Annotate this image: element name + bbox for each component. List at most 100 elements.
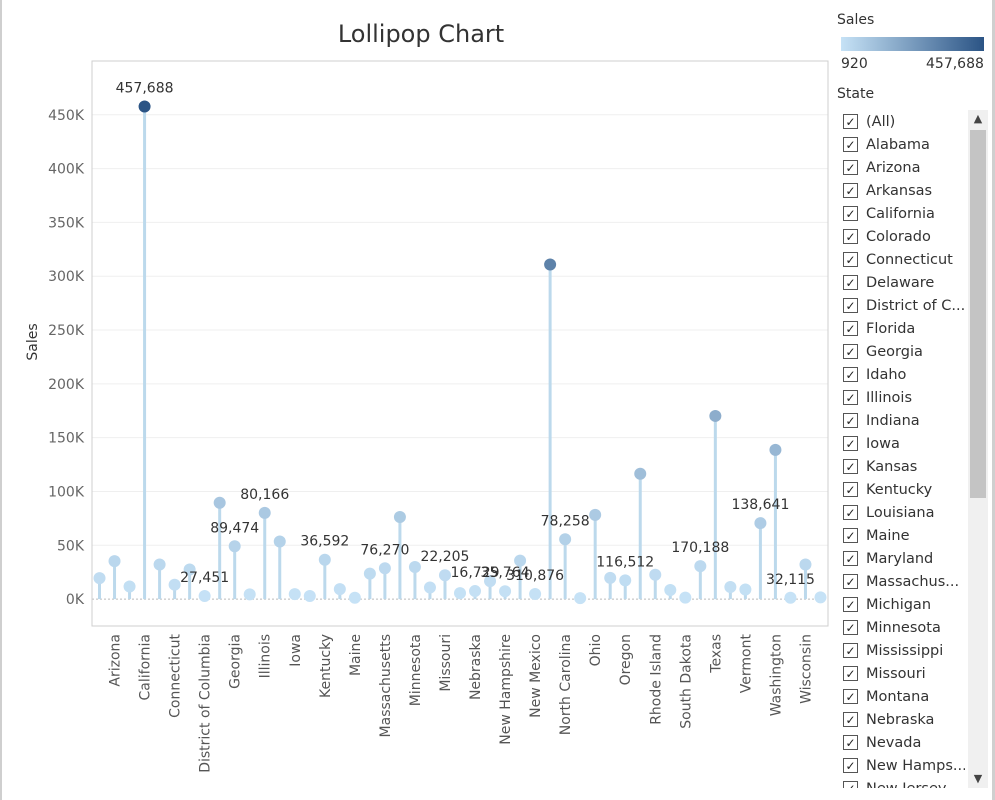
checkbox-checked-icon[interactable]: ✓ xyxy=(843,597,858,612)
state-filter-item[interactable]: ✓ Colorado xyxy=(843,225,965,248)
state-filter-item[interactable]: ✓ New Hamps... xyxy=(843,754,965,777)
x-tick-label: Connecticut xyxy=(168,633,184,717)
checkbox-checked-icon[interactable]: ✓ xyxy=(843,321,858,336)
state-filter-item[interactable]: ✓ California xyxy=(843,202,965,225)
checkbox-checked-icon[interactable]: ✓ xyxy=(843,390,858,405)
state-filter-item[interactable]: ✓ Mississippi xyxy=(843,639,965,662)
state-filter-item[interactable]: ✓ Arkansas xyxy=(843,179,965,202)
state-filter-label: Alabama xyxy=(866,136,930,153)
state-filter-item[interactable]: ✓ Indiana xyxy=(843,409,965,432)
checkbox-checked-icon[interactable]: ✓ xyxy=(843,344,858,359)
checkbox-checked-icon[interactable]: ✓ xyxy=(843,482,858,497)
state-filter-label: Minnesota xyxy=(866,619,941,636)
lollipop-dot xyxy=(469,585,482,598)
checkbox-checked-icon[interactable]: ✓ xyxy=(843,781,858,788)
state-filter-label: Florida xyxy=(866,320,916,337)
lollipop-dot xyxy=(454,587,466,600)
checkbox-checked-icon[interactable]: ✓ xyxy=(843,666,858,681)
lollipop-dot xyxy=(814,591,827,604)
state-filter-label: Mississippi xyxy=(866,642,944,659)
data-label: 22,205 xyxy=(420,549,469,565)
x-tick-label: Texas xyxy=(708,634,724,674)
checkbox-checked-icon[interactable]: ✓ xyxy=(843,229,858,244)
checkbox-checked-icon[interactable]: ✓ xyxy=(843,252,858,267)
lollipop-dot xyxy=(604,571,617,584)
x-tick-label: Oregon xyxy=(618,634,634,685)
filter-scrollbar[interactable]: ▲ ▼ xyxy=(968,110,988,788)
lollipop-dot xyxy=(739,583,752,596)
checkbox-checked-icon[interactable]: ✓ xyxy=(843,574,858,589)
lollipop-dot xyxy=(213,496,226,509)
state-filter-item[interactable]: ✓ District of C... xyxy=(843,294,965,317)
checkbox-checked-icon[interactable]: ✓ xyxy=(843,275,858,290)
data-label: 16,729 xyxy=(451,565,500,581)
checkbox-checked-icon[interactable]: ✓ xyxy=(843,505,858,520)
checkbox-checked-icon[interactable]: ✓ xyxy=(843,206,858,221)
scroll-down-icon[interactable]: ▼ xyxy=(973,772,983,785)
state-filter-item[interactable]: ✓ Iowa xyxy=(843,432,965,455)
state-filter-label: Colorado xyxy=(866,228,931,245)
lollipop-dot xyxy=(408,560,421,573)
state-filter-item[interactable]: ✓ (All) xyxy=(843,110,965,133)
checkbox-checked-icon[interactable]: ✓ xyxy=(843,620,858,635)
state-filter-item[interactable]: ✓ Kansas xyxy=(843,455,965,478)
data-label: 78,258 xyxy=(541,513,590,529)
data-label: 27,451 xyxy=(180,570,229,586)
checkbox-checked-icon[interactable]: ✓ xyxy=(843,298,858,313)
state-filter-item[interactable]: ✓ Nebraska xyxy=(843,708,965,731)
state-filter-item[interactable]: ✓ Alabama xyxy=(843,133,965,156)
lollipop-dot xyxy=(378,562,391,575)
checkbox-checked-icon[interactable]: ✓ xyxy=(843,413,858,428)
checkbox-checked-icon[interactable]: ✓ xyxy=(843,528,858,543)
state-filter-item[interactable]: ✓ Kentucky xyxy=(843,478,965,501)
lollipop-dot xyxy=(799,558,812,571)
y-tick-label: 250K xyxy=(48,323,85,339)
checkbox-checked-icon[interactable]: ✓ xyxy=(843,712,858,727)
checkbox-checked-icon[interactable]: ✓ xyxy=(843,367,858,382)
state-filter-item[interactable]: ✓ Delaware xyxy=(843,271,965,294)
state-filter-item[interactable]: ✓ Connecticut xyxy=(843,248,965,271)
checkbox-checked-icon[interactable]: ✓ xyxy=(843,643,858,658)
state-filter-item[interactable]: ✓ Nevada xyxy=(843,731,965,754)
lollipop-dot xyxy=(168,578,181,591)
state-filter-item[interactable]: ✓ Arizona xyxy=(843,156,965,179)
scroll-thumb[interactable] xyxy=(970,130,986,498)
data-label: 89,474 xyxy=(210,520,259,536)
checkbox-checked-icon[interactable]: ✓ xyxy=(843,137,858,152)
data-label: 310,876 xyxy=(506,568,564,584)
lollipop-dot xyxy=(273,535,286,548)
checkbox-checked-icon[interactable]: ✓ xyxy=(843,459,858,474)
state-filter-item[interactable]: ✓ Michigan xyxy=(843,593,965,616)
checkbox-checked-icon[interactable]: ✓ xyxy=(843,551,858,566)
state-filter-item[interactable]: ✓ Maine xyxy=(843,524,965,547)
state-filter-item[interactable]: ✓ Idaho xyxy=(843,363,965,386)
lollipop-dot xyxy=(348,591,361,604)
state-filter-item[interactable]: ✓ Maryland xyxy=(843,547,965,570)
state-filter-item[interactable]: ✓ Illinois xyxy=(843,386,965,409)
scroll-up-icon[interactable]: ▲ xyxy=(973,112,983,125)
state-filter-item[interactable]: ✓ Minnesota xyxy=(843,616,965,639)
lollipop-dot xyxy=(784,591,797,604)
checkbox-checked-icon[interactable]: ✓ xyxy=(843,183,858,198)
lollipop-dot xyxy=(649,568,662,581)
state-filter-item[interactable]: ✓ Massachus... xyxy=(843,570,965,593)
lollipop-dot xyxy=(754,517,767,530)
lollipop-dot xyxy=(393,511,406,524)
checkbox-checked-icon[interactable]: ✓ xyxy=(843,436,858,451)
y-tick-label: 400K xyxy=(48,162,85,178)
lollipop-dot xyxy=(724,581,737,594)
state-filter-item[interactable]: ✓ Montana xyxy=(843,685,965,708)
lollipop-dot xyxy=(288,588,301,601)
lollipop-dot xyxy=(333,583,346,596)
state-filter-item[interactable]: ✓ Florida xyxy=(843,317,965,340)
checkbox-checked-icon[interactable]: ✓ xyxy=(843,758,858,773)
sales-legend-title: Sales xyxy=(837,12,875,28)
state-filter-item[interactable]: ✓ Louisiana xyxy=(843,501,965,524)
state-filter-item[interactable]: ✓ New Jersey xyxy=(843,777,965,788)
state-filter-item[interactable]: ✓ Georgia xyxy=(843,340,965,363)
checkbox-checked-icon[interactable]: ✓ xyxy=(843,735,858,750)
checkbox-checked-icon[interactable]: ✓ xyxy=(843,689,858,704)
checkbox-checked-icon[interactable]: ✓ xyxy=(843,160,858,175)
checkbox-checked-icon[interactable]: ✓ xyxy=(843,114,858,129)
state-filter-item[interactable]: ✓ Missouri xyxy=(843,662,965,685)
